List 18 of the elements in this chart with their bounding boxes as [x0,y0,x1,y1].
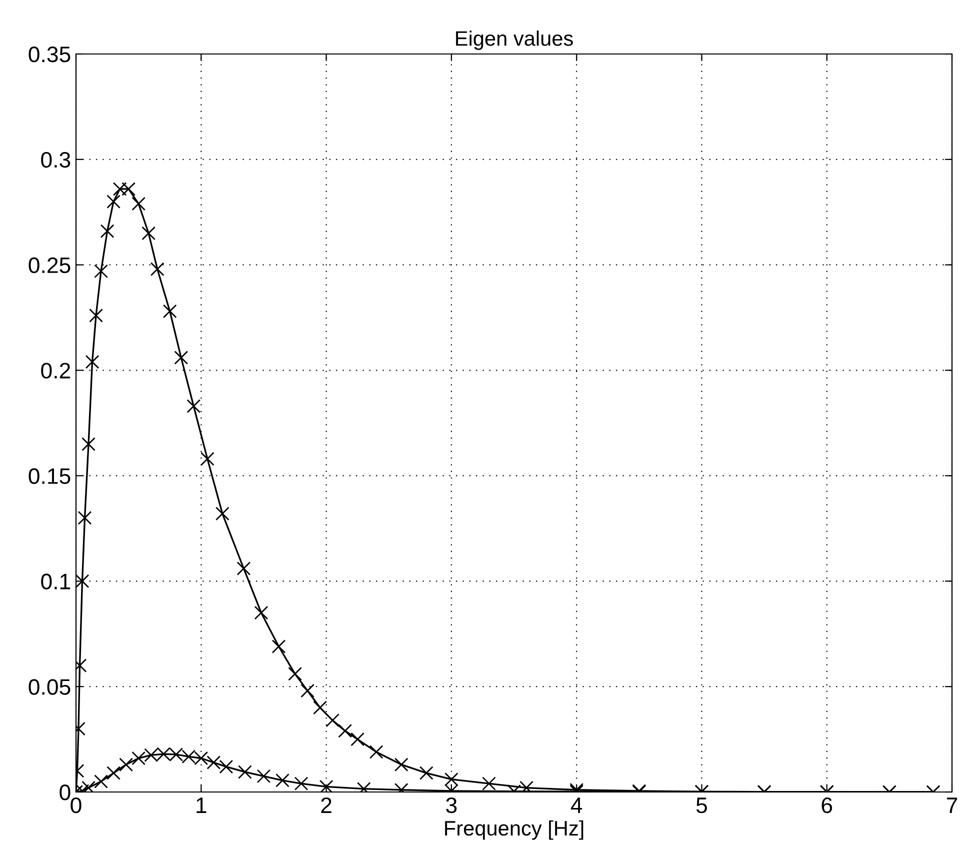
y-tick-label: 0.2 [41,362,70,379]
chart-title: Eigen values [456,30,573,50]
x-tick-label: 5 [696,798,707,814]
x-tick-label: 7 [946,798,958,813]
x-tick-label: 1 [196,798,206,813]
y-tick-label: 0.05 [28,679,70,695]
y-tick-label: 0 [60,784,70,800]
x-tick-label: 4 [570,798,582,813]
x-axis-title: Frequency [Hz] [445,820,584,840]
y-tick-label: 0.3 [41,152,70,168]
x-tick-label: 0 [70,797,82,814]
x-tick-label: 6 [822,797,832,814]
x-tick-label: 2 [321,797,332,813]
x-tick-label: 3 [446,797,457,814]
y-tick-label: 0.25 [28,257,70,274]
y-tick-label: 0.15 [28,468,70,484]
y-tick-label: 0.1 [41,574,70,590]
y-tick-label: 0.35 [28,46,70,62]
